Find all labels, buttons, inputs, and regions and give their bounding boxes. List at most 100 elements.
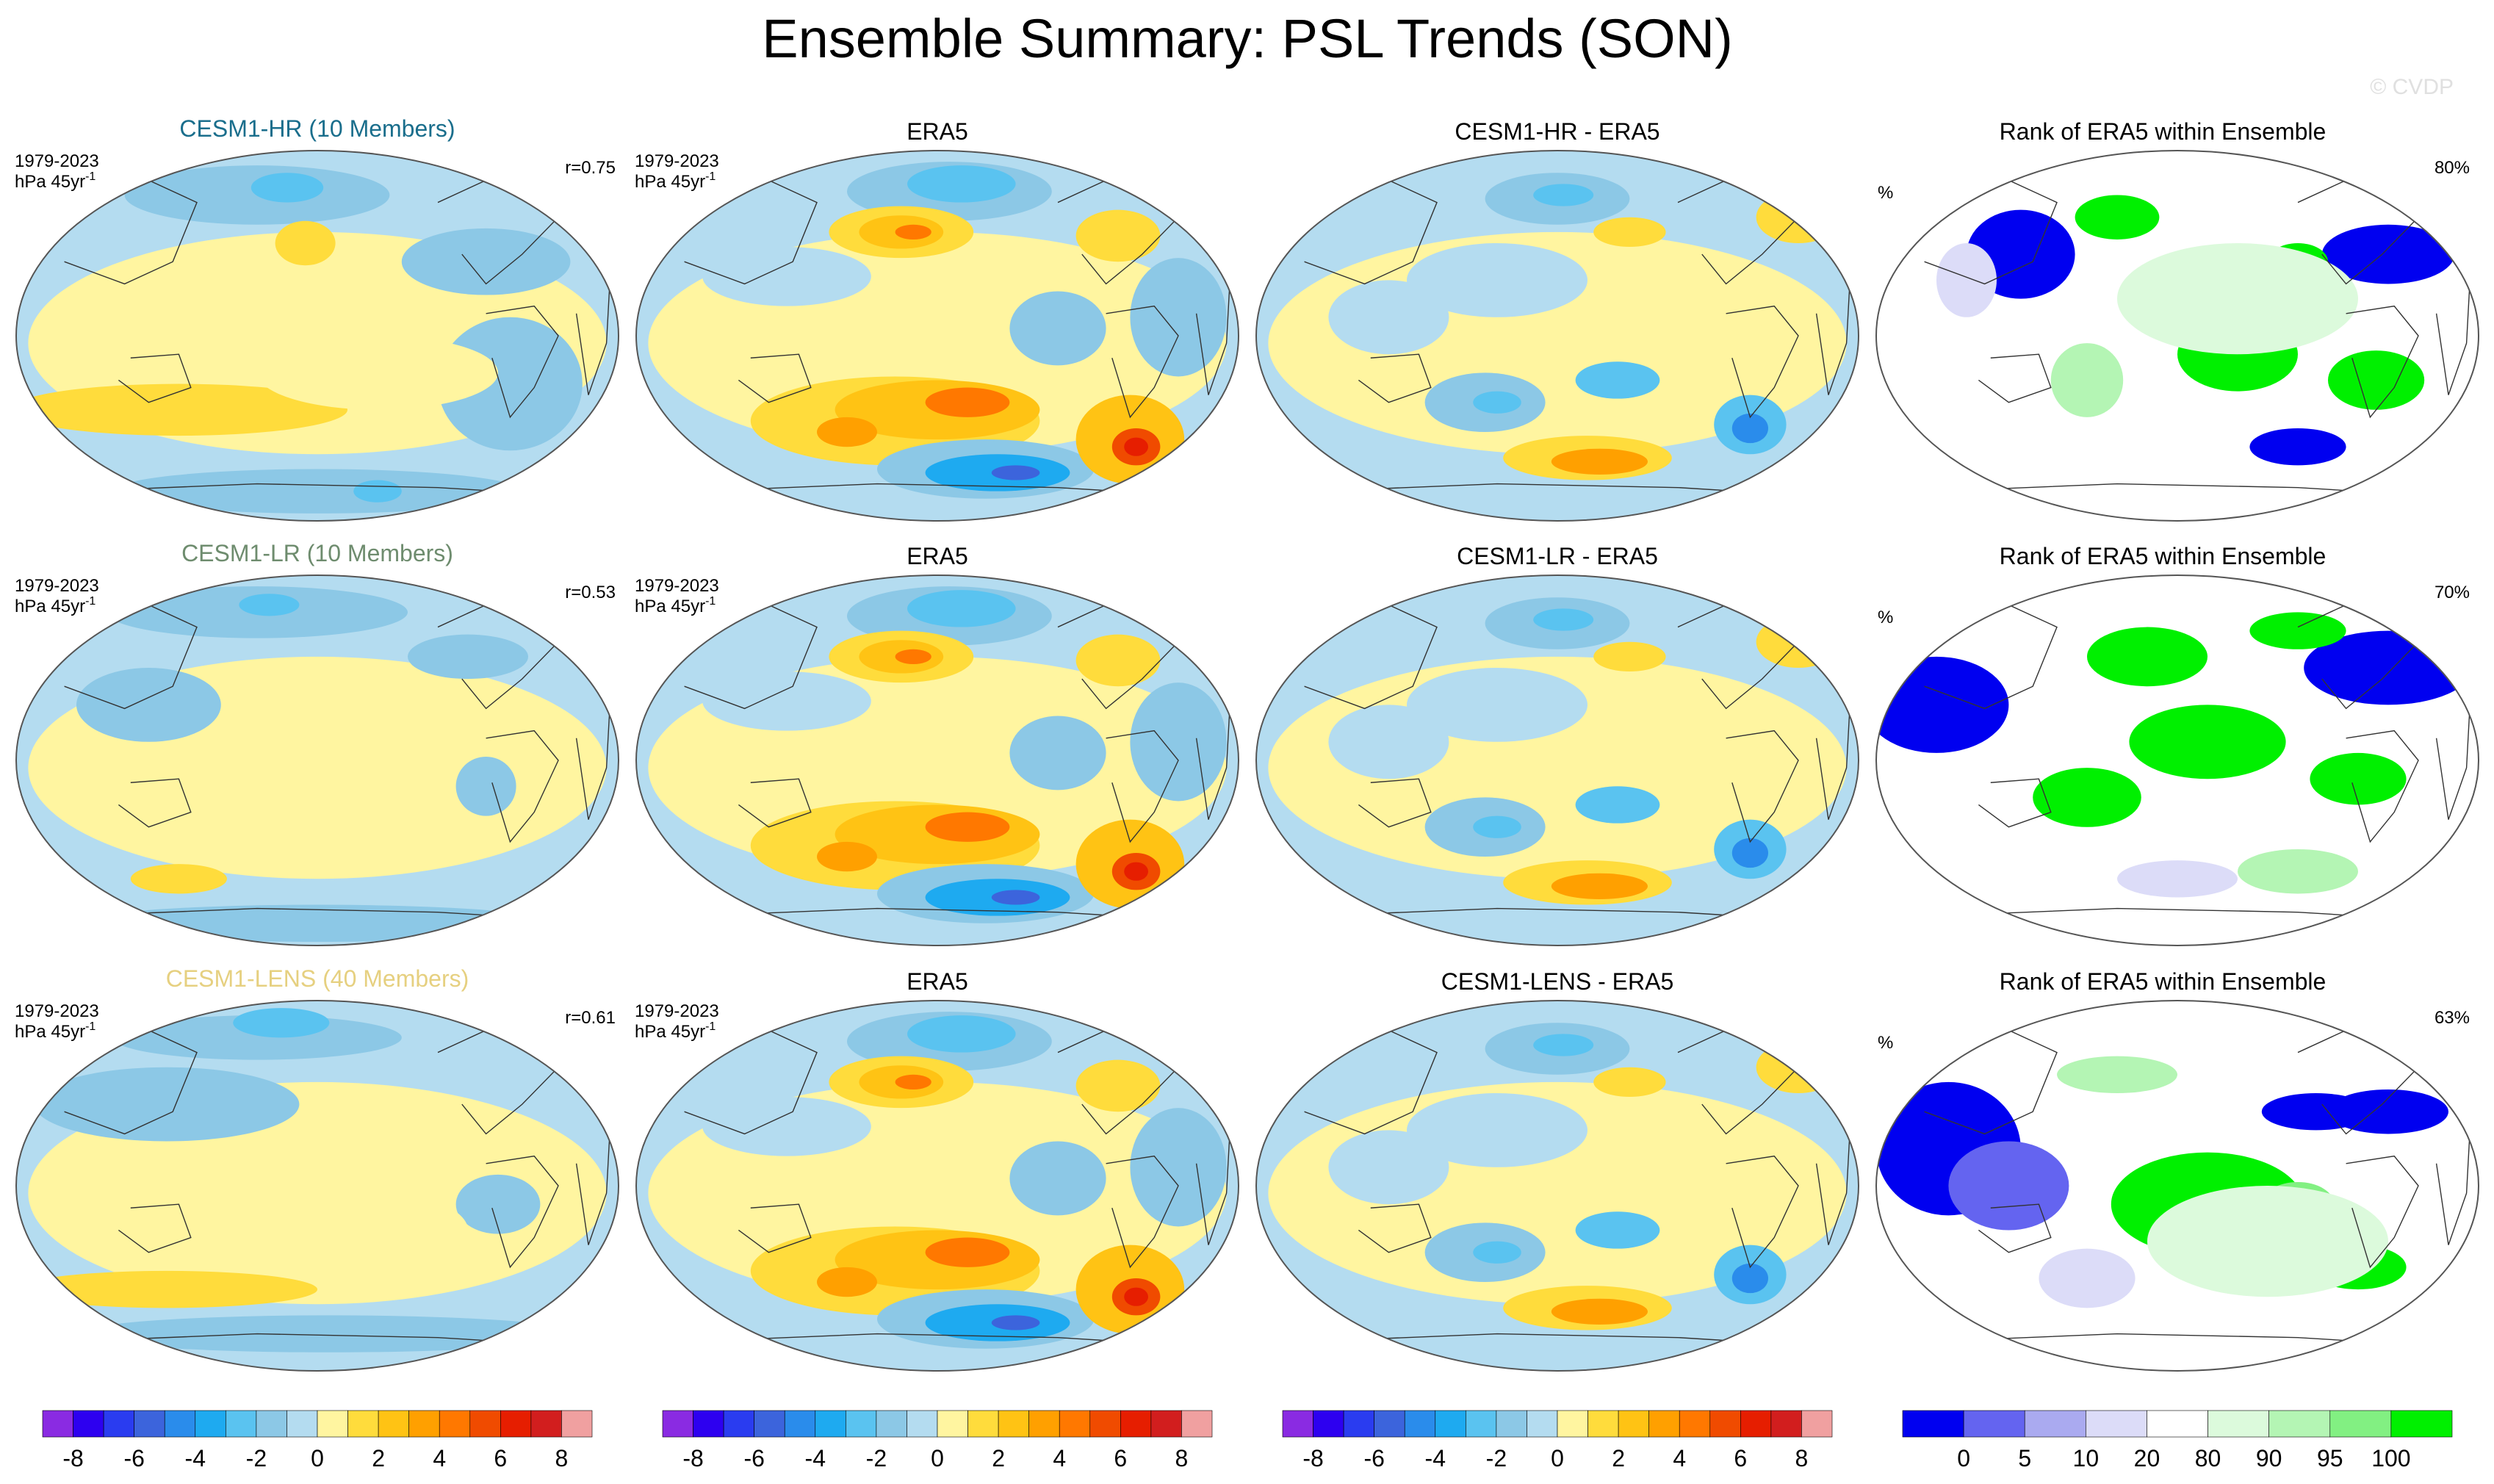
coastline	[118, 353, 192, 403]
coastline	[1358, 778, 1432, 828]
contour-blob	[2087, 627, 2208, 687]
contour-blob	[408, 634, 528, 680]
obs-panel-title: ERA5	[907, 543, 968, 569]
colorbar-tick-label: -8	[62, 1445, 83, 1472]
contour-blob	[257, 336, 498, 410]
map-field	[1876, 1001, 2479, 1371]
period-label: 1979-2023	[635, 1001, 719, 1021]
map-field	[16, 151, 619, 521]
colorbar-tick-label: 80	[2195, 1445, 2221, 1472]
contour-blob	[2147, 1186, 2388, 1297]
colorbar-tick-label: -8	[682, 1445, 703, 1472]
map-outline	[635, 150, 1240, 522]
contour-blob	[1407, 243, 1587, 317]
colorbar-swatch	[754, 1410, 785, 1438]
contour-blob	[895, 1074, 931, 1089]
colorbar-tick-label: 90	[2256, 1445, 2282, 1472]
contour-blob	[817, 417, 877, 447]
coastline	[1978, 353, 2052, 403]
colorbar-swatch	[1587, 1410, 1619, 1438]
model-panel-title: CESM1-LENS (40 Members)	[166, 965, 469, 992]
contour-blob	[1731, 838, 1768, 868]
map-outline	[15, 1000, 620, 1372]
trend-colorbar-2: -8 -6 -4 -2 0 2 4 6 8	[1282, 1410, 1833, 1472]
colorbar-swatch	[317, 1410, 348, 1438]
units-label: hPa 45yr-1	[635, 595, 716, 616]
contour-blob	[1124, 862, 1148, 881]
coastline	[1726, 305, 1799, 419]
map-field	[16, 575, 619, 945]
contour-blob	[251, 173, 324, 203]
contour-blob	[2321, 224, 2455, 284]
model-panel-title: CESM1-HR (10 Members)	[179, 115, 455, 142]
contour-blob	[2310, 752, 2407, 805]
colorbar-swatch	[1770, 1410, 1802, 1438]
colorbar-tick-label: 2	[992, 1445, 1005, 1472]
contour-blob	[1876, 656, 2009, 753]
map-field	[1876, 151, 2479, 521]
colorbar-swatch	[1740, 1410, 1772, 1438]
contour-blob	[991, 465, 1040, 480]
rank-colorbar: 0 5 10 20 80 90 95 100	[1902, 1410, 2453, 1472]
contour-blob	[2328, 350, 2425, 410]
contour-blob	[1575, 361, 1660, 399]
contour-blob	[287, 1193, 468, 1267]
contour-blob	[16, 1270, 317, 1308]
contour-blob	[112, 469, 522, 514]
contour-blob	[353, 480, 402, 503]
contour-blob	[1936, 243, 1997, 317]
contour-blob	[2050, 343, 2124, 417]
contour-blob	[1009, 716, 1106, 790]
contour-blob	[702, 671, 871, 731]
colorbar-tick-label: 2	[1612, 1445, 1625, 1472]
colorbar-swatch	[1343, 1410, 1374, 1438]
colorbar-swatch	[1557, 1410, 1588, 1438]
contour-blob	[2039, 1248, 2136, 1308]
colorbar-tick-label: 4	[1673, 1445, 1686, 1472]
map-outline	[1875, 574, 2480, 946]
coastline	[1978, 778, 2052, 828]
colorbar-tick-label: -4	[185, 1445, 206, 1472]
contour-blob	[1130, 682, 1227, 802]
contour-blob	[76, 904, 558, 942]
colorbar-swatch	[1028, 1410, 1060, 1438]
map-outline	[15, 574, 620, 946]
contour-blob	[401, 228, 571, 295]
period-label: 1979-2023	[635, 151, 719, 171]
colorbar-swatch	[286, 1410, 318, 1438]
coastline	[1978, 1203, 2052, 1253]
contour-blob	[1075, 209, 1161, 262]
contour-blob	[1407, 1093, 1587, 1167]
colorbar-tick-label: 6	[1114, 1445, 1127, 1472]
contour-blob	[1701, 1167, 1775, 1242]
map-panels: CESM1-HR (10 Members) 1979-2023 hPa 45yr-1…	[15, 115, 2480, 1372]
colorbar-swatch	[1089, 1410, 1121, 1438]
contour-blob	[817, 1267, 877, 1297]
colorbar-swatch	[1648, 1410, 1680, 1438]
colorbar-swatch	[723, 1410, 754, 1438]
colorbar-swatch	[876, 1410, 907, 1438]
coastline	[738, 778, 812, 828]
contour-blob	[1731, 413, 1768, 444]
map-outline	[1875, 1000, 2480, 1372]
map-outline	[635, 574, 1240, 946]
map-field	[636, 1001, 1239, 1371]
colorbar-tick-label: -6	[743, 1445, 764, 1472]
colorbar-tick-label: -8	[1302, 1445, 1323, 1472]
coastline	[1358, 1203, 1432, 1253]
coastline	[738, 353, 812, 403]
colorbar-swatch	[1120, 1410, 1152, 1438]
colorbar-tick-label: 8	[555, 1445, 569, 1472]
colorbars: -8 -6 -4 -2 0 2 4 6 8 -8 -6 -4 -2 0 2 4 6 8 -8 -6 -4 -2 0 2 4 6 8 0…	[42, 1410, 2453, 1472]
contour-blob	[1575, 1211, 1660, 1249]
colorbar-swatch	[1466, 1410, 1497, 1438]
colorbar-swatch	[530, 1410, 562, 1438]
rank-map-row2	[1875, 1000, 2480, 1372]
colorbar-tick-label: 95	[2317, 1445, 2343, 1472]
map-outline	[15, 150, 620, 522]
colorbar-tick-label: 4	[1053, 1445, 1066, 1472]
contour-blob	[895, 649, 931, 664]
coastline	[2346, 1155, 2419, 1269]
trend-colorbar-0: -8 -6 -4 -2 0 2 4 6 8	[42, 1410, 593, 1472]
